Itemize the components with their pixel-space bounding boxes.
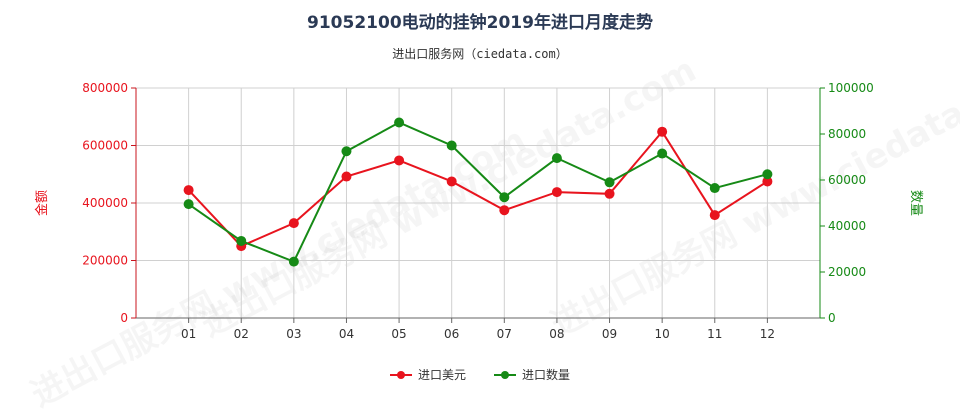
series-1-point-07 xyxy=(499,205,510,216)
series-1-point-09 xyxy=(604,188,615,199)
series-1-point-01 xyxy=(183,185,194,196)
series-2-point-03 xyxy=(288,256,299,267)
legend-label-right-series: 进口数量 xyxy=(522,368,571,382)
left-tick-label: 200000 xyxy=(82,254,128,268)
series-2-point-05 xyxy=(394,117,405,128)
right-tick-label: 80000 xyxy=(828,127,866,141)
x-tick-label: 01 xyxy=(181,327,196,341)
x-tick-label: 06 xyxy=(444,327,459,341)
x-tick-label: 09 xyxy=(602,327,617,341)
series-1-point-11 xyxy=(709,210,720,221)
x-tick-label: 05 xyxy=(391,327,406,341)
series-line-2 xyxy=(188,121,768,263)
series-2-point-11 xyxy=(709,183,720,194)
series-2-point-08 xyxy=(551,153,562,164)
series-2-point-10 xyxy=(657,148,668,159)
legend-swatch-green xyxy=(494,369,516,381)
chart-subtitle: 进出口服务网（ciedata.com） xyxy=(392,47,568,61)
legend-swatch-red xyxy=(389,369,412,381)
left-axis-title: 金额 xyxy=(34,190,50,216)
series-1-point-12 xyxy=(762,176,773,187)
right-tick-label: 100000 xyxy=(828,81,874,95)
line-chart: 0 200000 400000 600000 800000 0 20000 40000 6000… xyxy=(34,81,923,341)
x-tick-label: 07 xyxy=(497,327,512,341)
right-axis-title: 数量 xyxy=(908,190,923,216)
x-tick-label: 04 xyxy=(339,327,354,341)
x-tick-label: 11 xyxy=(707,327,722,341)
series-1-point-04 xyxy=(341,171,352,182)
series-1-point-10 xyxy=(657,126,668,137)
legend-label-left-series: 进口美元 xyxy=(417,368,466,382)
series-1-point-06 xyxy=(446,176,457,187)
chart-title: 91052100电动的挂钟2019年进口月度走势 xyxy=(307,13,653,33)
legend-item-right-series[interactable]: 进口数量 xyxy=(494,366,570,383)
series-line-1 xyxy=(187,130,768,248)
series-1-point-05 xyxy=(394,155,405,166)
series-2-point-12 xyxy=(762,169,773,180)
legend: 进口美元 进口数量 xyxy=(0,366,960,383)
x-tick-label: 02 xyxy=(234,327,249,341)
series-2-point-07 xyxy=(499,192,510,203)
left-tick-label: 400000 xyxy=(82,196,128,210)
right-tick-label: 60000 xyxy=(828,173,866,187)
series-1-point-03 xyxy=(288,218,299,229)
left-tick-label: 800000 xyxy=(82,81,128,95)
right-tick-label: 20000 xyxy=(828,265,866,279)
x-tick-label: 03 xyxy=(286,327,301,341)
left-tick-label: 600000 xyxy=(82,139,128,153)
series-2-point-01 xyxy=(183,199,194,210)
series-1-point-08 xyxy=(551,187,562,198)
right-tick-label: 40000 xyxy=(828,219,866,233)
legend-item-left-series[interactable]: 进口美元 xyxy=(389,366,466,383)
x-tick-label: 12 xyxy=(760,327,775,341)
left-tick-label: 0 xyxy=(120,311,128,325)
series-2-point-06 xyxy=(446,140,457,151)
right-tick-label: 0 xyxy=(828,311,836,325)
x-tick-label: 10 xyxy=(655,327,670,341)
x-tick-label: 08 xyxy=(549,327,564,341)
series-2-point-02 xyxy=(236,235,247,246)
series-2-point-09 xyxy=(604,177,615,188)
series-2-point-04 xyxy=(341,146,352,157)
